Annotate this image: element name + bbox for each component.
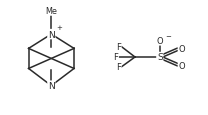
Text: F: F — [116, 63, 121, 72]
Text: −: − — [166, 34, 171, 40]
Text: O: O — [178, 45, 185, 54]
Text: F: F — [116, 43, 121, 52]
Text: N: N — [48, 30, 55, 39]
Text: N: N — [48, 81, 55, 90]
Text: O: O — [156, 37, 163, 46]
Text: Me: Me — [45, 7, 57, 16]
Text: O: O — [178, 61, 185, 70]
Text: S: S — [157, 53, 163, 62]
Text: +: + — [56, 24, 62, 30]
Text: F: F — [113, 53, 118, 62]
